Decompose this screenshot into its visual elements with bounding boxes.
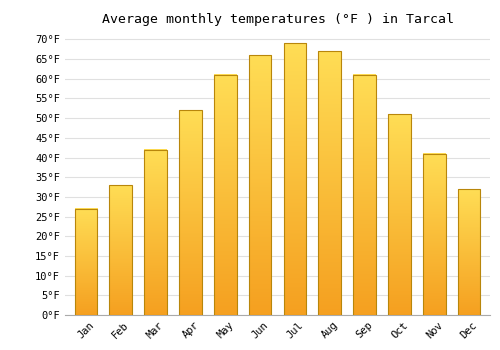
Bar [423,154,446,315]
Bar [144,150,167,315]
Bar [388,114,410,315]
Bar [354,75,376,315]
Bar [458,189,480,315]
Bar [284,43,306,315]
Bar [74,209,97,315]
Bar [110,185,132,315]
Bar [318,51,341,315]
Title: Average monthly temperatures (°F ) in Tarcal: Average monthly temperatures (°F ) in Ta… [102,13,454,26]
Bar [179,110,202,315]
Bar [249,55,272,315]
Bar [214,75,236,315]
